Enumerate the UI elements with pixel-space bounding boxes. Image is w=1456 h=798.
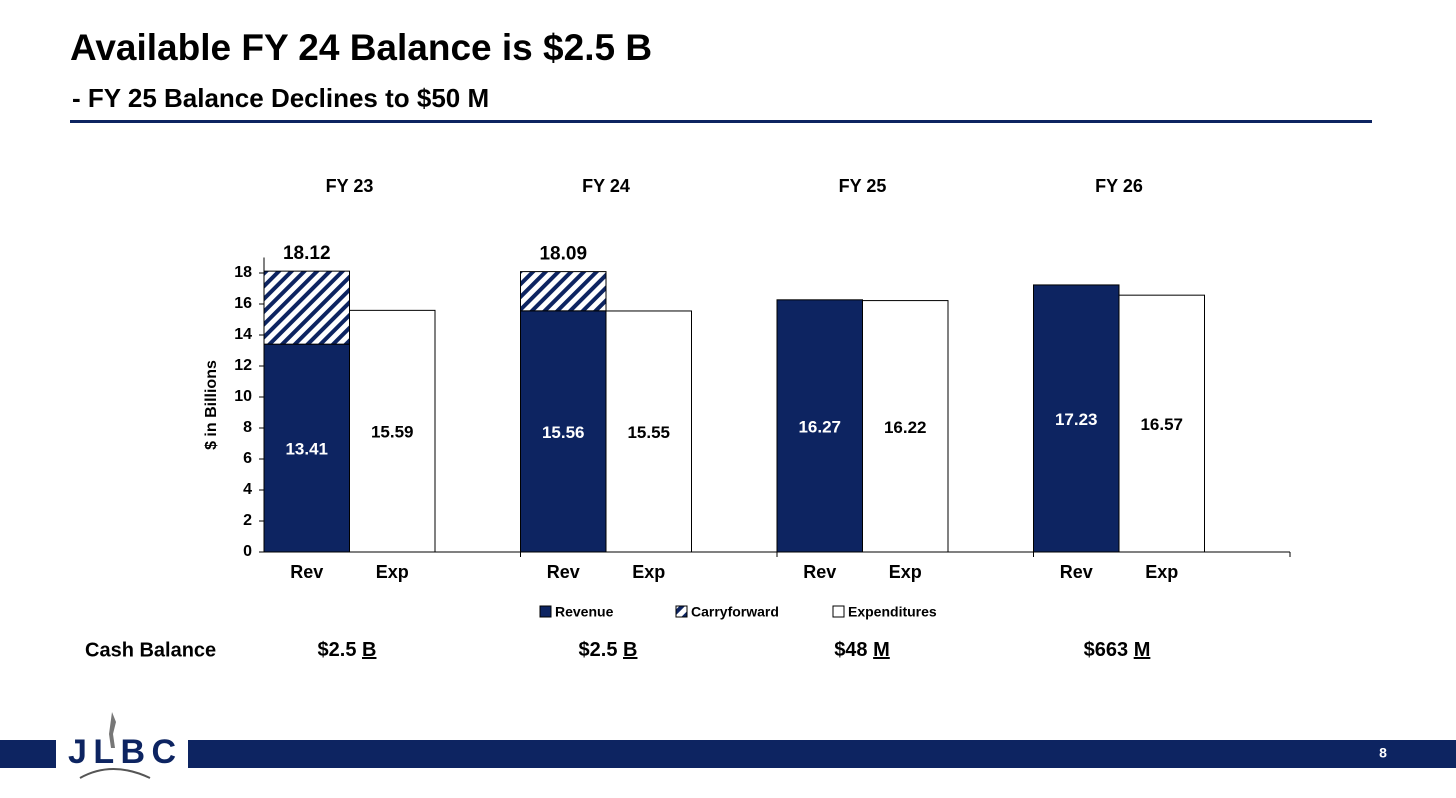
x-tick-label: Exp: [1145, 562, 1178, 582]
bar: [263, 343, 350, 553]
value-label: 15.55: [627, 423, 670, 442]
value-label: 17.23: [1055, 410, 1098, 429]
legend: Revenue Carryforward Expenditures: [539, 604, 937, 620]
group-label: FY 25: [839, 176, 887, 196]
cash-unit: B: [362, 639, 376, 661]
group-label: FY 23: [326, 176, 374, 196]
cash-balance-label: Cash Balance: [85, 639, 216, 661]
cash-balance-value: $2.5 B: [579, 639, 638, 661]
bar: [1118, 294, 1205, 553]
y-axis-label: $ in Billions: [203, 360, 220, 450]
group-label: FY 26: [1095, 176, 1143, 196]
value-label: 15.56: [542, 423, 585, 442]
y-tick-label: 14: [234, 326, 252, 343]
legend-swatch: [832, 605, 845, 618]
bar: [1033, 284, 1120, 553]
y-tick-label: 0: [243, 543, 252, 560]
cash-amount: $2.5: [579, 639, 618, 661]
footer-bar-left: [0, 740, 56, 768]
bar: [862, 300, 949, 553]
legend-swatch: [675, 605, 688, 618]
x-tick-label: Rev: [547, 562, 580, 582]
bar: [263, 270, 350, 345]
bar: [520, 310, 607, 553]
legend-swatch: [539, 605, 552, 618]
cash-balance-value: $663 M: [1084, 639, 1151, 661]
cash-balance-value: $2.5 B: [318, 639, 377, 661]
y-tick-label: 10: [234, 388, 252, 405]
logo-figure: [109, 712, 116, 748]
cash-amount: $48: [834, 639, 867, 661]
x-tick-label: Rev: [290, 562, 323, 582]
slide-subtitle: - FY 25 Balance Declines to $50 M: [72, 83, 489, 113]
page-number: 8: [1379, 745, 1387, 761]
legend-label: Carryforward: [691, 604, 779, 620]
x-tick-label: Rev: [803, 562, 836, 582]
logo-globe: [79, 768, 151, 779]
legend-label: Revenue: [555, 604, 614, 620]
title-rule: [70, 120, 1372, 123]
cash-unit: M: [1134, 639, 1151, 661]
y-tick-label: 8: [243, 419, 252, 436]
bar: [349, 309, 436, 553]
bar: [520, 271, 607, 312]
x-tick-label: Exp: [889, 562, 922, 582]
y-tick-label: 4: [243, 481, 252, 498]
x-tick-label: Exp: [376, 562, 409, 582]
x-tick-label: Rev: [1060, 562, 1093, 582]
slide-title: Available FY 24 Balance is $2.5 B: [70, 27, 652, 68]
footer-bar: [188, 740, 1456, 768]
value-label: 16.27: [798, 417, 841, 436]
cash-amount: $2.5: [318, 639, 357, 661]
cash-unit: B: [623, 639, 637, 661]
total-label: 18.09: [539, 244, 587, 265]
cash-balance-value: $48 M: [834, 639, 890, 661]
bar: [776, 299, 863, 553]
total-label: 18.12: [283, 243, 331, 264]
value-label: 16.22: [884, 418, 927, 437]
bar: [605, 310, 692, 553]
value-label: 16.57: [1140, 415, 1183, 434]
cash-amount: $663: [1084, 639, 1129, 661]
logo-text: JLBC: [68, 733, 176, 771]
y-tick-label: 2: [243, 512, 252, 529]
group-label: FY 24: [582, 176, 630, 196]
cash-balance-row: $2.5 B $2.5 B $48 M $663 M: [318, 639, 1151, 661]
y-tick-label: 18: [234, 264, 252, 281]
x-tick-label: Exp: [632, 562, 665, 582]
y-tick-label: 16: [234, 295, 252, 312]
value-label: 15.59: [371, 423, 414, 442]
y-tick-label: 12: [234, 357, 252, 374]
legend-label: Expenditures: [848, 604, 937, 620]
y-tick-label: 6: [243, 450, 252, 467]
value-label: 13.41: [285, 440, 328, 459]
cash-unit: M: [873, 639, 890, 661]
plot: 0 2 4 6 8 10 12 14 16 18 FY 23 FY 24 FY 25 FY 26 13.41…: [234, 176, 1291, 582]
